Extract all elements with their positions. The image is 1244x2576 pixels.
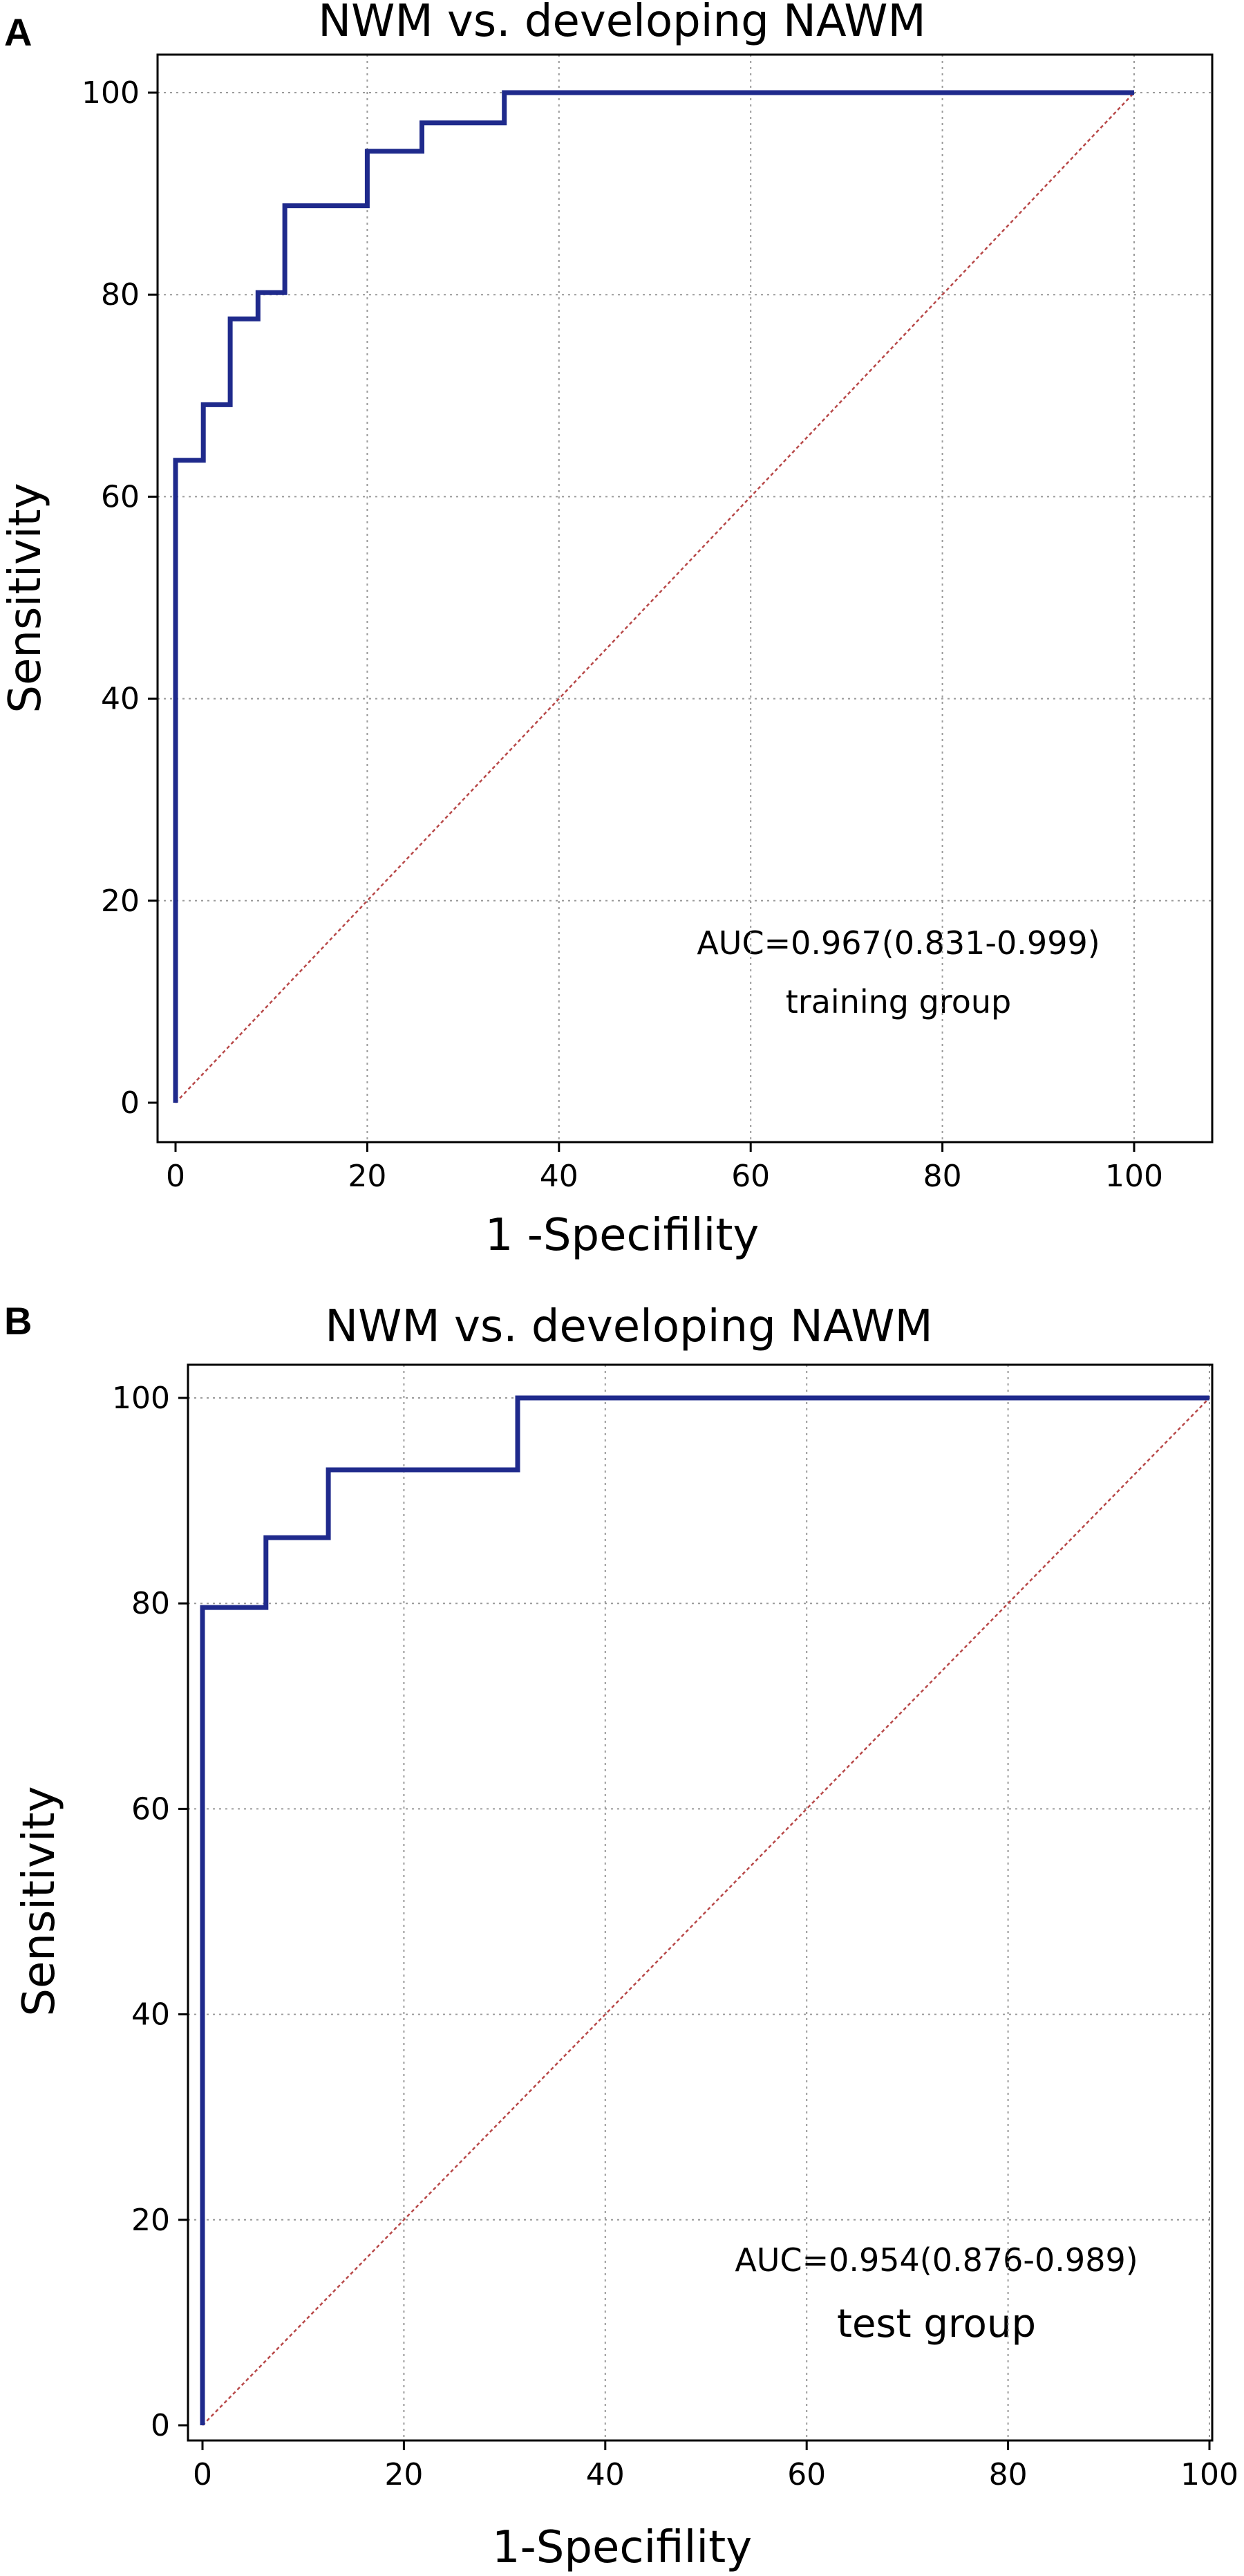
panel-a-y-tick-label: 100 [82,75,140,111]
panel-b-y-axis-label: Sensitivity [14,1786,65,2016]
panel-a-plot-area: 0 20 40 60 80 100 0 20 40 60 80 100 [82,53,1214,1194]
panel-a-y-tick-label: 80 [101,277,140,312]
panel-b-x-tick-label: 100 [1180,2457,1238,2492]
panel-b-y-tick-label: 40 [131,1997,170,2033]
panel-b-reference-line [202,1397,1210,2426]
panel-a-auc-annotation: AUC=0.967(0.831-0.999) [697,924,1100,962]
panel-a-x-tick-label: 60 [731,1159,770,1194]
panel-a-y-axis-label: Sensitivity [0,483,51,713]
panel-a-y-tick-label: 60 [101,479,140,514]
panel-a-x-tick-label: 20 [348,1159,386,1194]
panel-a: A NWM vs. developing NAWM 1 -Specifility… [0,0,1214,1261]
panel-b-title: NWM vs. developing NAWM [325,1301,932,1352]
panel-a-title: NWM vs. developing NAWM [318,0,925,47]
panel-b-letter: B [4,1299,32,1343]
panel-b-y-tick-label: 80 [131,1586,170,1621]
panel-b-plot-area: 0 20 40 60 80 100 0 20 40 60 80 100 [112,1363,1238,2492]
panel-b-plot-frame [187,1363,1214,2442]
panel-b-x-tick-label: 80 [989,2457,1028,2492]
panel-a-y-tick-label: 40 [101,682,140,717]
panel-a-x-tick-label: 0 [166,1159,185,1194]
panel-b-y-tick-label: 0 [151,2408,170,2443]
panel-a-group-annotation: training group [786,983,1011,1020]
panel-a-y-tick-label: 0 [120,1085,140,1121]
panel-a-x-tick-label: 80 [923,1159,962,1194]
panel-a-x-tick-label: 100 [1105,1159,1163,1194]
panel-b-auc-annotation: AUC=0.954(0.876-0.989) [735,2241,1138,2279]
panel-b-x-axis-label: 1-Specifility [492,2522,752,2573]
panel-b-x-tick-label: 0 [193,2457,212,2492]
panel-b-y-tick-label: 60 [131,1791,170,1827]
panel-b-y-tick-label: 20 [131,2203,170,2238]
panel-a-y-tick-label: 20 [101,884,140,919]
panel-b-x-tick-label: 60 [787,2457,826,2492]
panel-b-y-tick-label: 100 [112,1381,170,1416]
panel-b-x-tick-label: 40 [586,2457,625,2492]
panel-a-reference-line [175,92,1135,1103]
panel-a-roc-curve [173,90,1134,1103]
panel-a-x-axis-label: 1 -Specifility [485,1210,760,1261]
panel-b-x-tick-label: 20 [384,2457,423,2492]
panel-b-roc-curve [200,1395,1209,2425]
panel-a-plot-frame [156,53,1214,1144]
panel-a-x-tick-label: 40 [540,1159,578,1194]
panel-b: B NWM vs. developing NAWM 1-Specifility … [4,1299,1238,2573]
panel-a-letter: A [4,10,32,54]
panel-b-group-annotation: test group [837,2302,1036,2346]
